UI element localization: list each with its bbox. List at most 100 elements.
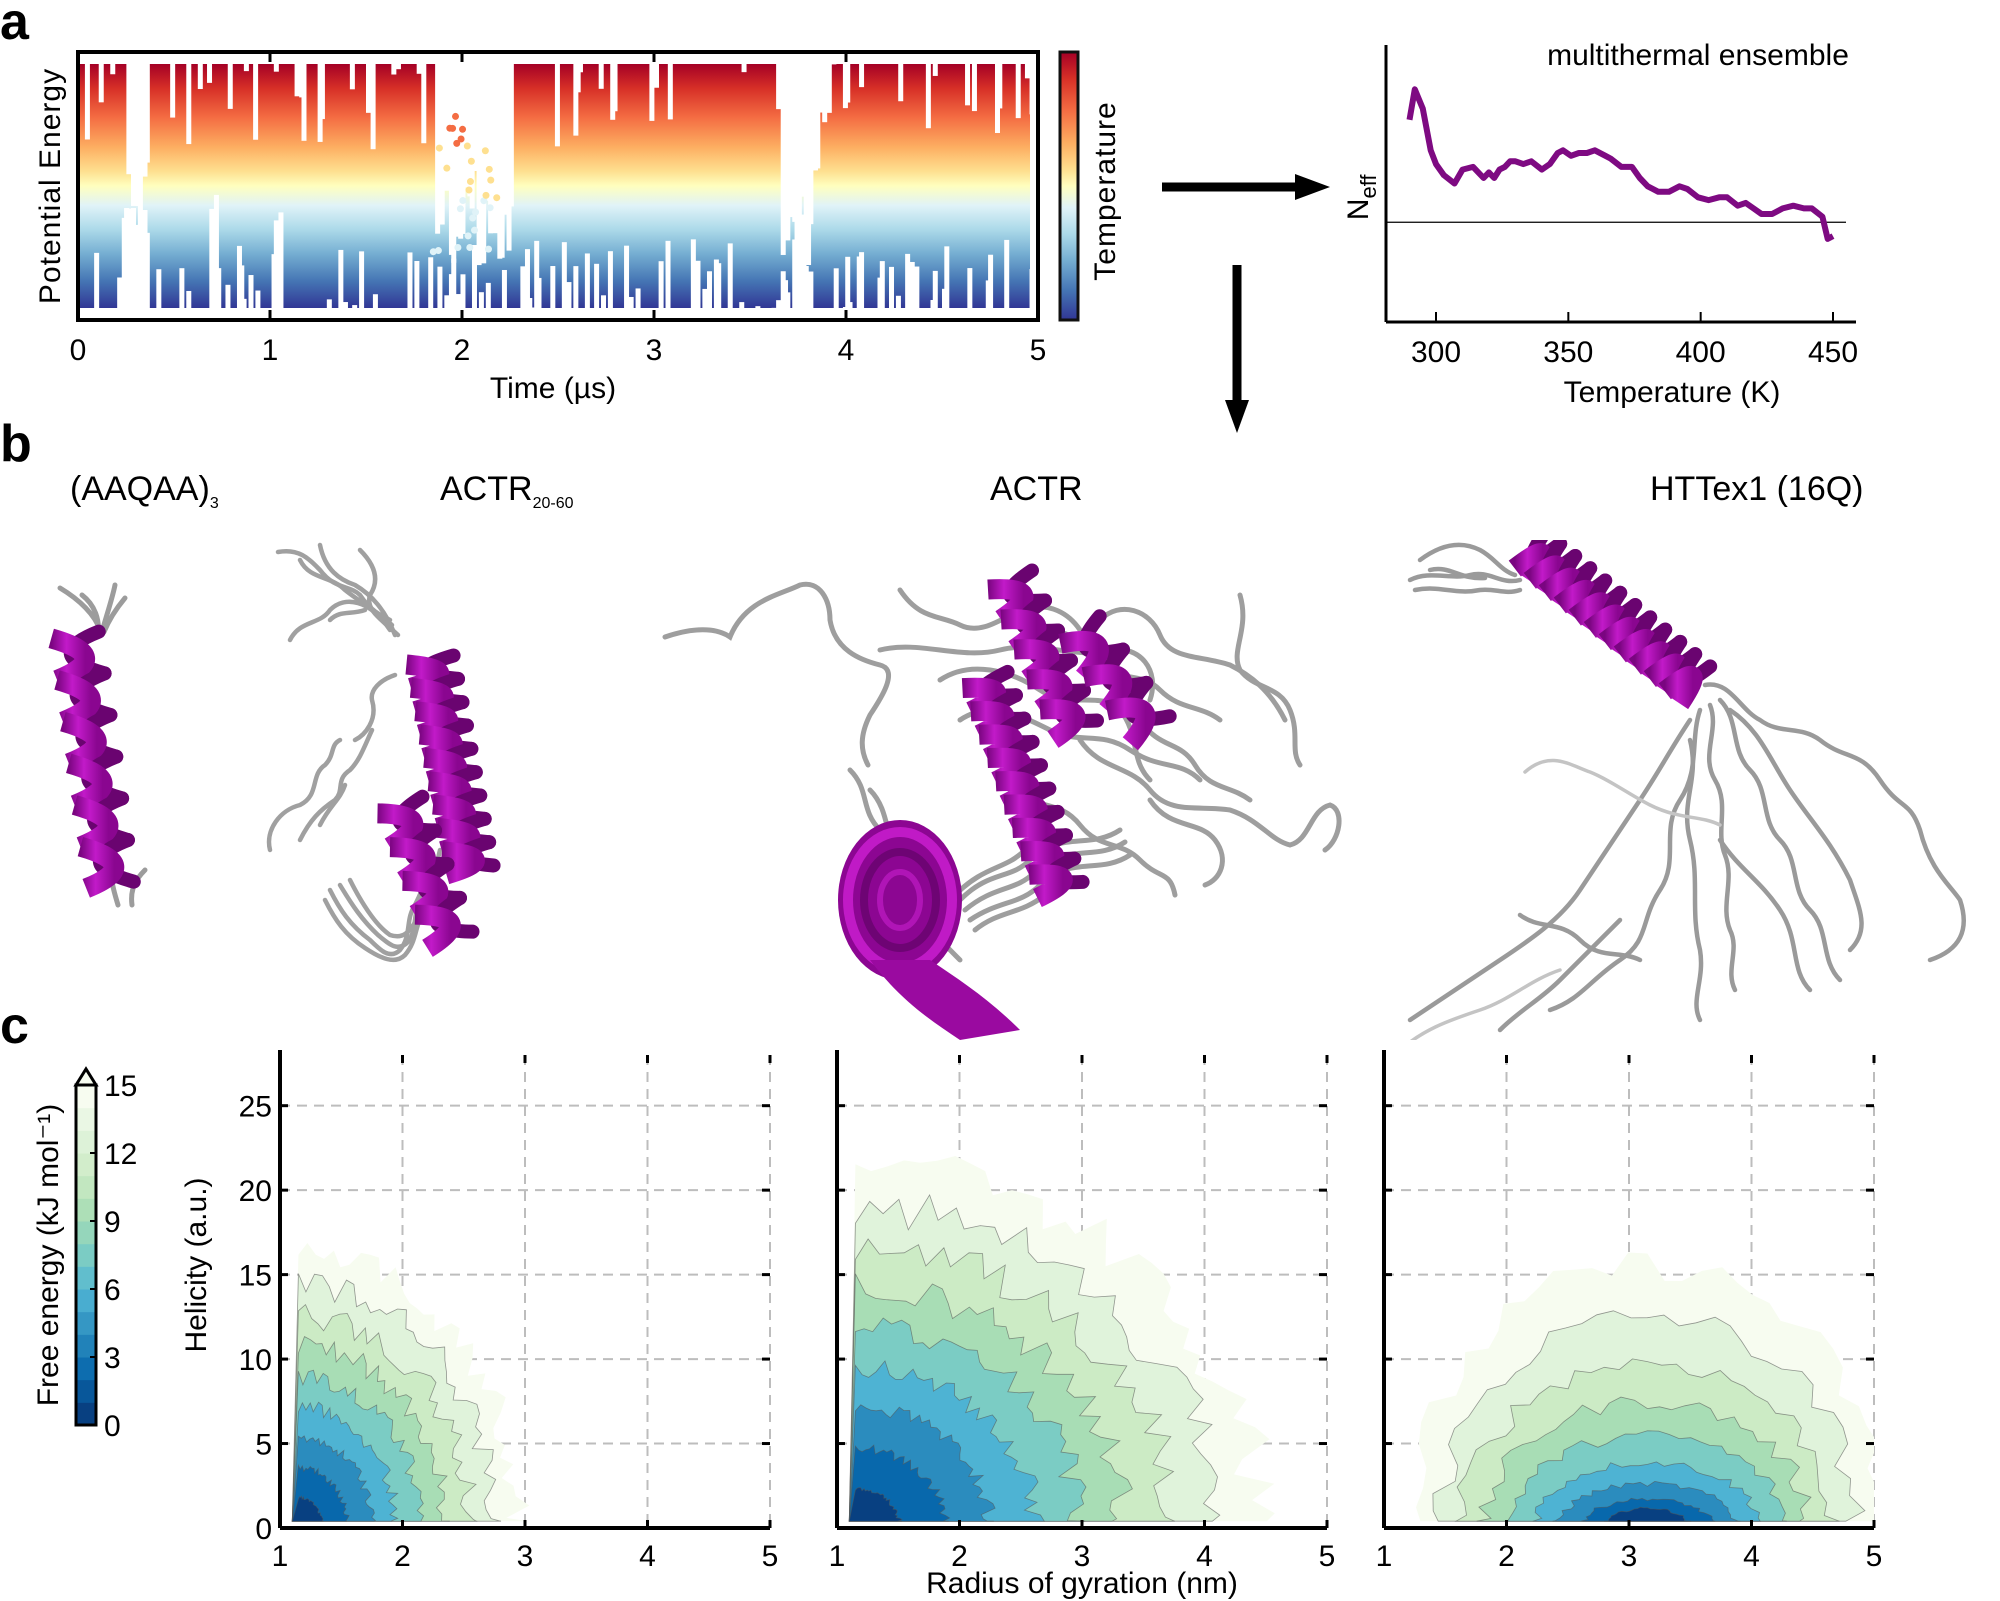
scatter-gap — [391, 52, 397, 75]
scatter-gap — [909, 261, 915, 320]
scatter-gap — [349, 52, 355, 90]
x-tick-label: 300 — [1411, 336, 1461, 369]
scatter-gap — [833, 268, 839, 320]
scatter-gap — [971, 52, 977, 112]
scatter-points-group — [78, 52, 1038, 320]
scatter-gap — [944, 246, 950, 320]
structure-title-actr: ACTR — [990, 470, 1083, 509]
free-energy-contours — [291, 1243, 530, 1522]
scatter-gap — [889, 266, 895, 320]
scatter-gap — [727, 243, 733, 320]
scatter-gap — [170, 52, 176, 118]
scatter-point — [435, 144, 443, 152]
panel-label-b: b — [0, 415, 32, 473]
x-tick-label: 1 — [829, 1540, 846, 1573]
colorbar-label: Temperature — [1089, 101, 1122, 280]
x-axis-label: Radius of gyration (nm) — [926, 1567, 1238, 1600]
scatter-gap — [536, 277, 542, 320]
scatter-gap — [255, 290, 261, 320]
chart-title: multithermal ensemble — [1547, 39, 1849, 72]
colorbar-segment — [76, 1379, 96, 1403]
scatter-gap — [278, 212, 284, 320]
x-tick-label: 1 — [1376, 1540, 1393, 1573]
helix-front-strand — [1028, 864, 1073, 908]
scatter-point — [482, 191, 490, 199]
helix-front-strand — [440, 841, 485, 885]
scatter-gap — [598, 52, 604, 89]
scatter-gap — [478, 292, 484, 320]
scatter-gap — [845, 256, 851, 320]
scatter-gap — [359, 251, 365, 320]
scatter-gap — [550, 266, 556, 320]
x-tick-label: 5 — [1030, 334, 1047, 367]
scatter-gap — [301, 52, 307, 141]
helix-front-strand — [1658, 666, 1703, 710]
scatter-gap — [319, 52, 325, 120]
structure-name: ACTR — [990, 470, 1083, 508]
scatter-gap — [370, 52, 376, 150]
scatter-point — [453, 139, 461, 147]
arrow-down-icon — [1225, 265, 1249, 433]
potential-energy-chart: 0 1 2 3 4 5 Time (µs) Potential Energy Temper… — [34, 50, 1122, 405]
neff-series-line — [1406, 86, 1835, 242]
structure-ensembles — [48, 540, 1966, 1040]
scatter-gap — [658, 261, 664, 320]
ticks: 1 2 3 4 5 — [1376, 1055, 1883, 1573]
scatter-gap — [914, 266, 920, 320]
colorbar-segment — [76, 1175, 96, 1199]
scatter-point — [484, 245, 492, 253]
x-tick-label: 4 — [1196, 1540, 1213, 1573]
structure-name: HTTex1 (16Q) — [1650, 470, 1864, 508]
panel-label-a: a — [0, 0, 29, 51]
scatter-gap — [932, 52, 938, 76]
y-tick-label: 5 — [255, 1429, 272, 1462]
scatter-gap — [414, 261, 420, 320]
x-tick-label: 5 — [1866, 1540, 1883, 1573]
scatter-gap — [213, 194, 219, 320]
scatter-gap — [501, 269, 507, 320]
scatter-gap — [601, 295, 607, 320]
x-tick-group: 0 1 2 3 4 5 — [70, 52, 1047, 367]
scatter-point — [469, 214, 477, 222]
scatter-gap — [905, 253, 911, 320]
x-tick-label: 450 — [1808, 336, 1858, 369]
helix-front-strand — [414, 904, 461, 957]
helix-ribbon — [377, 789, 480, 957]
x-tick-label: 5 — [762, 1540, 779, 1573]
scatter-gap — [554, 52, 560, 147]
scatter-gap — [207, 52, 213, 83]
scatter-gap — [584, 253, 590, 320]
scatter-point — [459, 125, 467, 133]
scatter-gap — [144, 232, 150, 320]
scatter-gap — [702, 288, 708, 320]
y-tick-label: 15 — [239, 1260, 272, 1293]
scatter-gap — [179, 268, 185, 320]
scatter-gap — [186, 290, 192, 320]
scatter-gap — [243, 52, 249, 72]
scatter-gap — [654, 52, 659, 88]
x-tick-label: 4 — [639, 1540, 656, 1573]
structure-aaqaa3 — [48, 582, 148, 908]
grid-lines — [280, 1055, 771, 1528]
contour-level — [291, 1495, 324, 1522]
scatter-gap — [628, 296, 634, 320]
helix-ribbon — [1508, 540, 1718, 710]
scatter-gap — [1030, 52, 1038, 320]
scatter-gap — [965, 52, 971, 106]
y-axis-label-sub: eff — [1356, 174, 1381, 199]
scatter-gap — [241, 298, 247, 320]
scatter-gap — [524, 249, 530, 320]
x-tick-label: 400 — [1676, 336, 1726, 369]
scatter-gap — [573, 52, 579, 136]
scatter-gap — [110, 52, 116, 75]
scatter-gap — [1024, 52, 1030, 79]
scatter-gap — [932, 270, 938, 320]
y-tick-label: 25 — [239, 1091, 272, 1124]
x-tick-label: 1 — [272, 1540, 289, 1573]
scatter-gap — [566, 282, 572, 320]
x-tick-label: 3 — [517, 1540, 534, 1573]
y-axis-label: Helicity (a.u.) — [180, 1177, 213, 1352]
x-tick-label: 2 — [1498, 1540, 1515, 1573]
scatter-gap — [607, 251, 613, 320]
scatter-point — [465, 186, 473, 194]
